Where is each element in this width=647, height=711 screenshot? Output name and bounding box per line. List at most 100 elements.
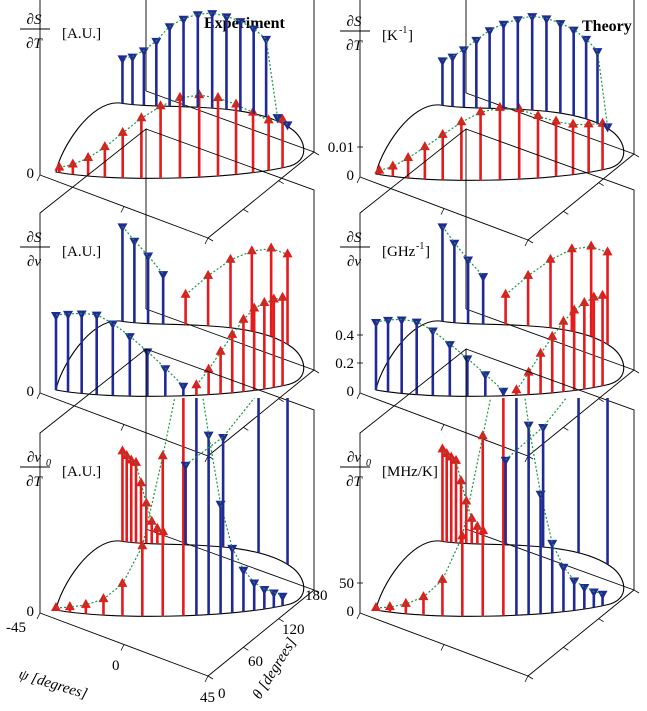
panel-experiment-ds-dnu: 0 ∂S ∂ν [A.U.] xyxy=(20,128,320,463)
guide-line xyxy=(379,107,603,172)
up-marker xyxy=(80,598,91,608)
down-marker xyxy=(178,382,189,392)
up-marker xyxy=(83,152,94,162)
back-floor-edge xyxy=(145,528,315,591)
panel-theory-dnu0-dt: 050∂ν 0∂T[MHz/K] xyxy=(339,330,640,683)
back-wall-left xyxy=(359,128,467,393)
guide-line xyxy=(185,247,288,296)
theta-tick-mark xyxy=(563,646,569,651)
up-marker xyxy=(498,330,508,339)
psi-tick-mark xyxy=(440,644,445,651)
up-marker xyxy=(282,248,293,258)
up-marker xyxy=(194,89,205,99)
up-marker xyxy=(437,128,448,138)
theta-tick-mark xyxy=(527,675,534,680)
down-marker xyxy=(437,57,448,67)
up-marker xyxy=(155,100,166,110)
back-wall-left xyxy=(39,128,147,393)
theta-tick-mark xyxy=(563,426,569,431)
label-unit: [A.U.] xyxy=(62,244,101,260)
down-marker xyxy=(579,584,590,594)
psi-tick-mark xyxy=(440,424,445,431)
down-marker xyxy=(480,371,491,381)
panel-theory-ds-dnu: 0 0.2 0.4 ∂S ∂ν [GHz -1] xyxy=(335,128,640,463)
up-marker xyxy=(117,445,128,455)
down-marker xyxy=(282,121,293,131)
down-marker xyxy=(547,539,558,549)
theta-tick-mark xyxy=(278,618,284,623)
down-marker xyxy=(458,46,469,56)
up-marker xyxy=(602,246,613,256)
theta-tick-mark xyxy=(313,589,320,594)
theta-axis-line xyxy=(527,369,635,457)
theta-tick-mark xyxy=(527,239,534,244)
label-unit: [A.U.] xyxy=(62,26,101,42)
psi-tick-mark xyxy=(120,424,125,431)
guide-line xyxy=(202,398,283,597)
label-numerator: ∂S xyxy=(27,230,42,246)
up-marker xyxy=(566,243,577,253)
down-marker xyxy=(268,589,279,599)
up-marker xyxy=(178,350,188,359)
up-marker xyxy=(191,379,202,389)
up-marker xyxy=(158,526,169,536)
up-marker xyxy=(472,520,483,530)
z-tick-label: 0 xyxy=(347,384,355,400)
up-marker xyxy=(371,602,381,611)
up-marker xyxy=(500,288,511,298)
up-marker xyxy=(121,449,132,459)
theta-tick-mark xyxy=(243,426,249,431)
up-marker xyxy=(51,602,61,611)
theta-tick-mark xyxy=(243,646,249,651)
guide-line xyxy=(59,94,283,169)
psi-tick-mark xyxy=(440,208,445,215)
down-marker xyxy=(511,332,521,341)
label-unit-close: ] xyxy=(425,244,430,260)
theta-tick-mark xyxy=(207,237,214,242)
stems xyxy=(371,330,609,617)
back-wall-right xyxy=(313,0,315,152)
up-marker xyxy=(117,577,128,587)
z-tick-label: 0 xyxy=(347,604,355,620)
psi-tick-mark xyxy=(120,644,125,651)
label-denominator: ∂T xyxy=(26,36,43,52)
down-marker xyxy=(277,592,288,602)
theta-tick-mark xyxy=(598,182,604,187)
theta-tick-label: 120 xyxy=(282,622,305,638)
panel-theory-ds-dt: 0 0.01 ∂S ∂T [K -1] xyxy=(328,0,640,247)
guide-line xyxy=(515,295,603,391)
down-marker xyxy=(581,35,592,45)
panel-experiment-ds-dt: 0 ∂S ∂T [A.U.] xyxy=(20,0,320,245)
up-marker xyxy=(568,118,579,128)
guide-line xyxy=(55,312,184,387)
floor-loop xyxy=(375,320,625,397)
label-unit-close: ] xyxy=(408,28,413,44)
theta-tick-mark xyxy=(598,618,604,623)
label-numerator: ∂S xyxy=(27,12,42,28)
label-unit: [MHz/K] xyxy=(382,464,438,480)
up-marker xyxy=(451,454,462,464)
up-marker xyxy=(259,297,270,307)
guide-line xyxy=(524,398,603,595)
theta-tick-mark xyxy=(633,589,640,594)
stems xyxy=(374,13,613,181)
theta-tick-mark xyxy=(207,675,214,680)
theta-tick-mark xyxy=(278,180,284,185)
floor-loop xyxy=(55,320,305,397)
up-marker xyxy=(535,347,546,357)
down-marker xyxy=(383,316,394,326)
up-marker xyxy=(131,456,142,466)
up-marker xyxy=(99,141,110,151)
up-marker xyxy=(238,313,249,323)
z-tick-label: 0 xyxy=(347,168,355,184)
panel-experiment-dnu0-dt: 0∂ν 0∂T[A.U.] xyxy=(20,348,320,683)
up-marker xyxy=(384,601,395,611)
psi-tick-mark xyxy=(36,612,41,620)
down-marker xyxy=(523,421,534,431)
psi-tick-label: 45 xyxy=(200,690,215,706)
theta-axis-line xyxy=(207,589,315,677)
up-marker xyxy=(477,430,488,440)
guide-line xyxy=(442,448,484,532)
theta-tick-mark xyxy=(313,151,320,156)
up-marker xyxy=(136,112,147,122)
